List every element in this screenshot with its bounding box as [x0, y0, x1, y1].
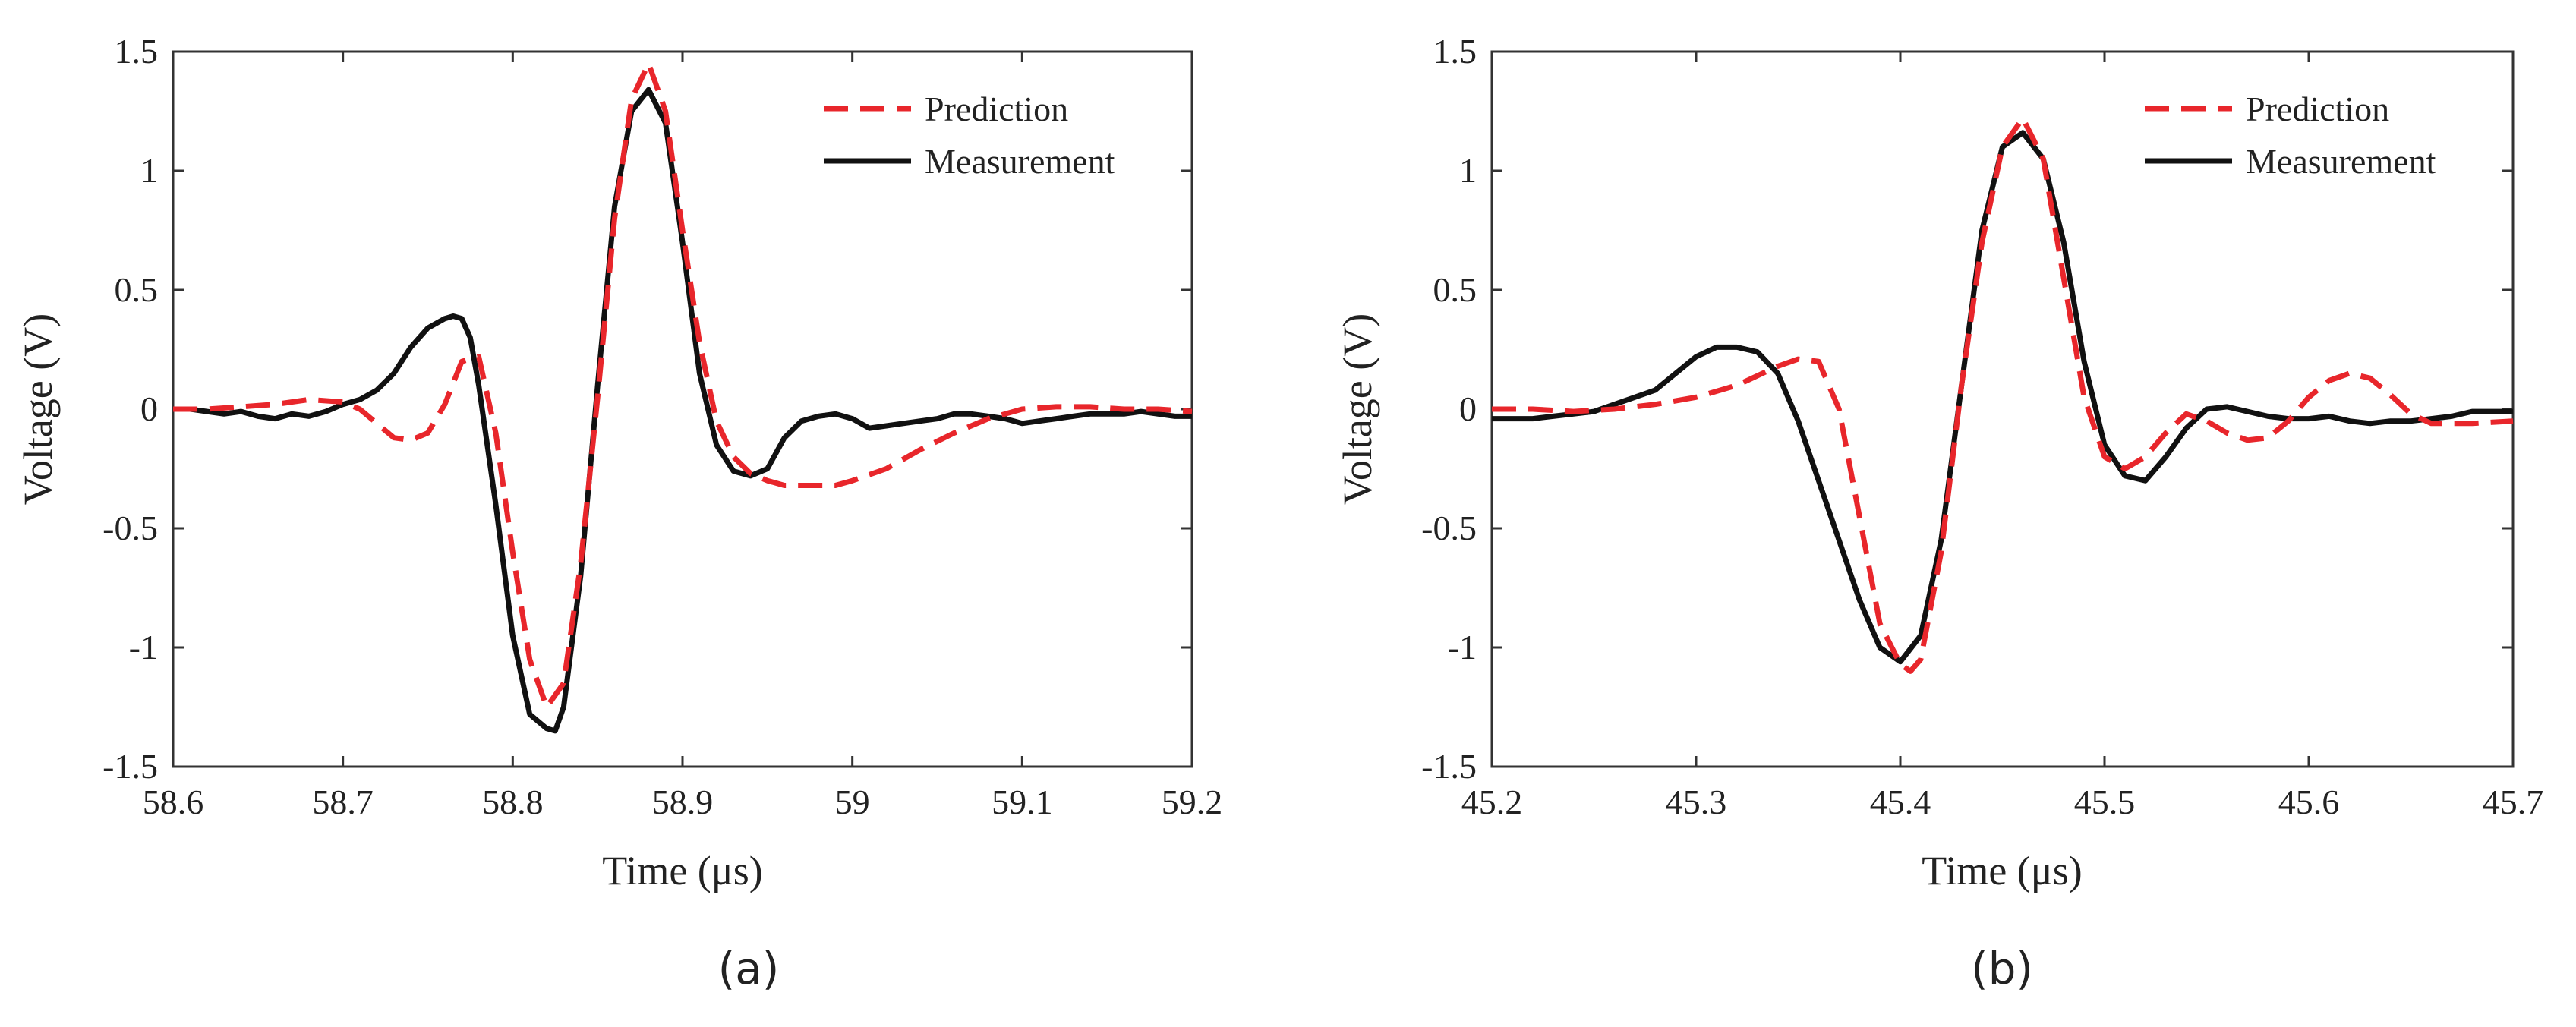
x-tick-label: 59 [835, 783, 870, 821]
panel-caption: (b) [1971, 943, 2033, 994]
x-axis: 58.6 58.7 58.8 58.9 59 59.1 59.2 [143, 52, 1223, 821]
x-tick-label: 45.5 [2074, 783, 2136, 821]
x-tick-label: 45.2 [1461, 783, 1523, 821]
x-axis: 45.2 45.3 45.4 45.5 45.6 45.7 [1461, 52, 2544, 821]
series-line-measurement [1492, 130, 2513, 665]
y-tick-label: 0 [1459, 389, 1477, 428]
y-axis: 1.5 1 0.5 0 -0.5 -1 -1.5 [102, 32, 1192, 786]
x-tick-label: 58.7 [312, 783, 374, 821]
panel-b: 1.510.50-0.5-1-1.5 45.2 45.3 45.4 45.5 45.6 4… [1335, 32, 2543, 994]
series-line-measurement [173, 87, 1192, 734]
series-layer [1492, 115, 2514, 674]
y-tick-label: -0.5 [1421, 509, 1477, 547]
x-tick-label: 45.7 [2483, 783, 2544, 821]
y-tick-label: 1.5 [115, 32, 159, 71]
x-axis-title: Time (μs) [1922, 848, 2083, 893]
x-tick-label: 58.9 [652, 783, 714, 821]
x-tick-label: 59.1 [992, 783, 1053, 821]
y-tick-label: 1 [1459, 151, 1477, 190]
y-tick-label: 0 [140, 389, 158, 428]
x-tick-label: 45.3 [1666, 783, 1727, 821]
y-tick-label: -1 [1448, 628, 1477, 666]
y-tick-label: -1.5 [1421, 747, 1477, 786]
series-layer [173, 61, 1193, 734]
legend-label-measurement: Measurement [2246, 142, 2436, 181]
y-tick-label: -1 [129, 628, 158, 666]
x-tick-label: 45.6 [2278, 783, 2340, 821]
y-tick-label: -1.5 [102, 747, 158, 786]
legend: Prediction Measurement [2145, 90, 2436, 181]
y-axis-title: Voltage (V) [1335, 313, 1380, 505]
legend-label-prediction: Prediction [925, 90, 1068, 128]
x-tick-label: 58.8 [482, 783, 544, 821]
y-tick-label: -0.5 [102, 509, 158, 547]
y-tick-label: 0.5 [1433, 270, 1477, 309]
series-line-prediction [1492, 115, 2514, 674]
x-tick-label: 59.2 [1162, 783, 1223, 821]
y-tick-label: 1 [140, 151, 158, 190]
legend: Prediction Measurement [824, 90, 1115, 181]
legend-label-measurement: Measurement [925, 142, 1115, 181]
y-axis-title: Voltage (V) [15, 313, 61, 505]
panel-a: 1.5 1 0.5 0 -0.5 -1 -1.5 58.6 58.7 58.8 58.9 59 59.… [15, 32, 1222, 994]
legend-label-prediction: Prediction [2246, 90, 2389, 128]
x-tick-label: 45.4 [1870, 783, 1931, 821]
y-tick-label: 1.5 [1433, 32, 1477, 71]
series-line-prediction [173, 61, 1193, 710]
y-axis: 1.5 1 0.5 0 -0.5 -1 -1.5 [1421, 32, 2513, 786]
x-tick-label: 58.6 [143, 783, 204, 821]
panel-caption: (a) [718, 943, 780, 994]
y-tick-label: 0.5 [115, 270, 159, 309]
x-axis-title: Time (μs) [602, 848, 763, 893]
